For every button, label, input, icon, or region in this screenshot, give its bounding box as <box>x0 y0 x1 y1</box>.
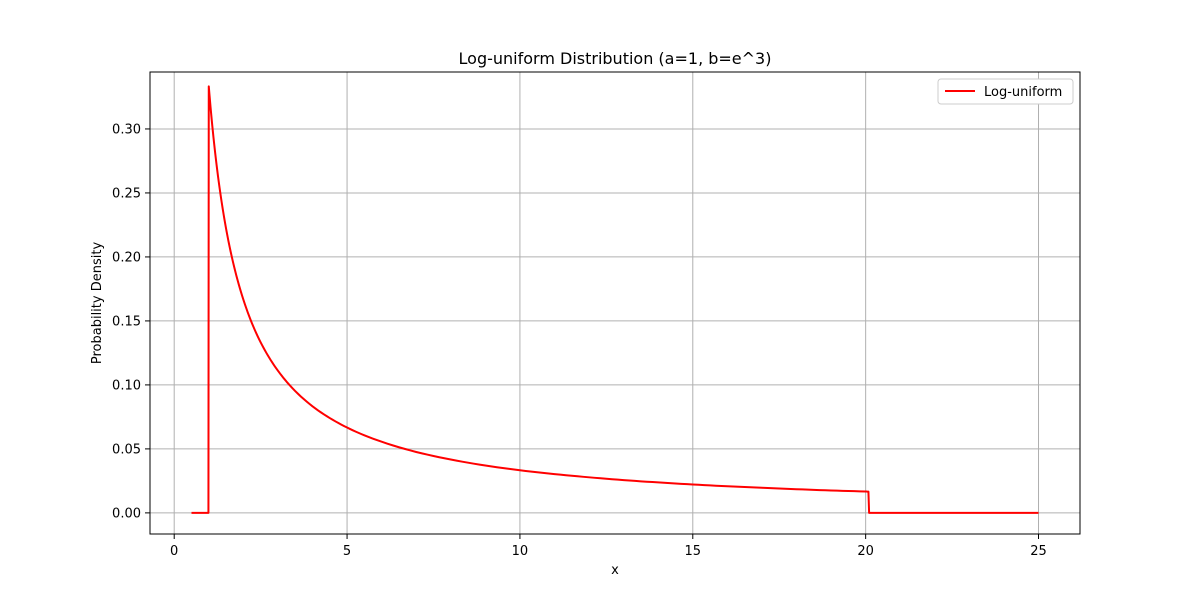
x-tick-label: 10 <box>512 544 529 559</box>
legend-label: Log-uniform <box>984 85 1062 100</box>
y-axis-label: Probability Density <box>90 242 105 365</box>
y-tick-label: 0.15 <box>112 314 141 329</box>
y-tick-label: 0.10 <box>112 378 141 393</box>
x-tick-label: 20 <box>857 544 874 559</box>
x-tick-label: 15 <box>685 544 702 559</box>
y-tick-label: 0.05 <box>112 442 141 457</box>
y-tick-label: 0.00 <box>112 506 141 521</box>
legend: Log-uniform <box>937 78 1074 105</box>
x-tick-label: 25 <box>1030 544 1047 559</box>
y-tick-label: 0.30 <box>112 122 141 137</box>
series-line-0 <box>191 85 1039 514</box>
legend-box <box>937 78 1074 105</box>
x-axis-label: x <box>611 563 619 578</box>
y-tick-label: 0.20 <box>112 250 141 265</box>
plot-area-frame <box>149 71 1081 535</box>
x-tick-label: 0 <box>170 544 178 559</box>
x-tick-label: 5 <box>343 544 351 559</box>
y-axis: 0.00 0.05 0.10 0.15 0.20 0.25 0.30 <box>112 122 150 521</box>
y-tick-label: 0.25 <box>112 186 141 201</box>
series-layer <box>191 85 1039 514</box>
x-axis: 0 5 10 15 20 25 <box>170 534 1047 559</box>
chart-title: Log-uniform Distribution (a=1, b=e^3) <box>459 49 772 68</box>
